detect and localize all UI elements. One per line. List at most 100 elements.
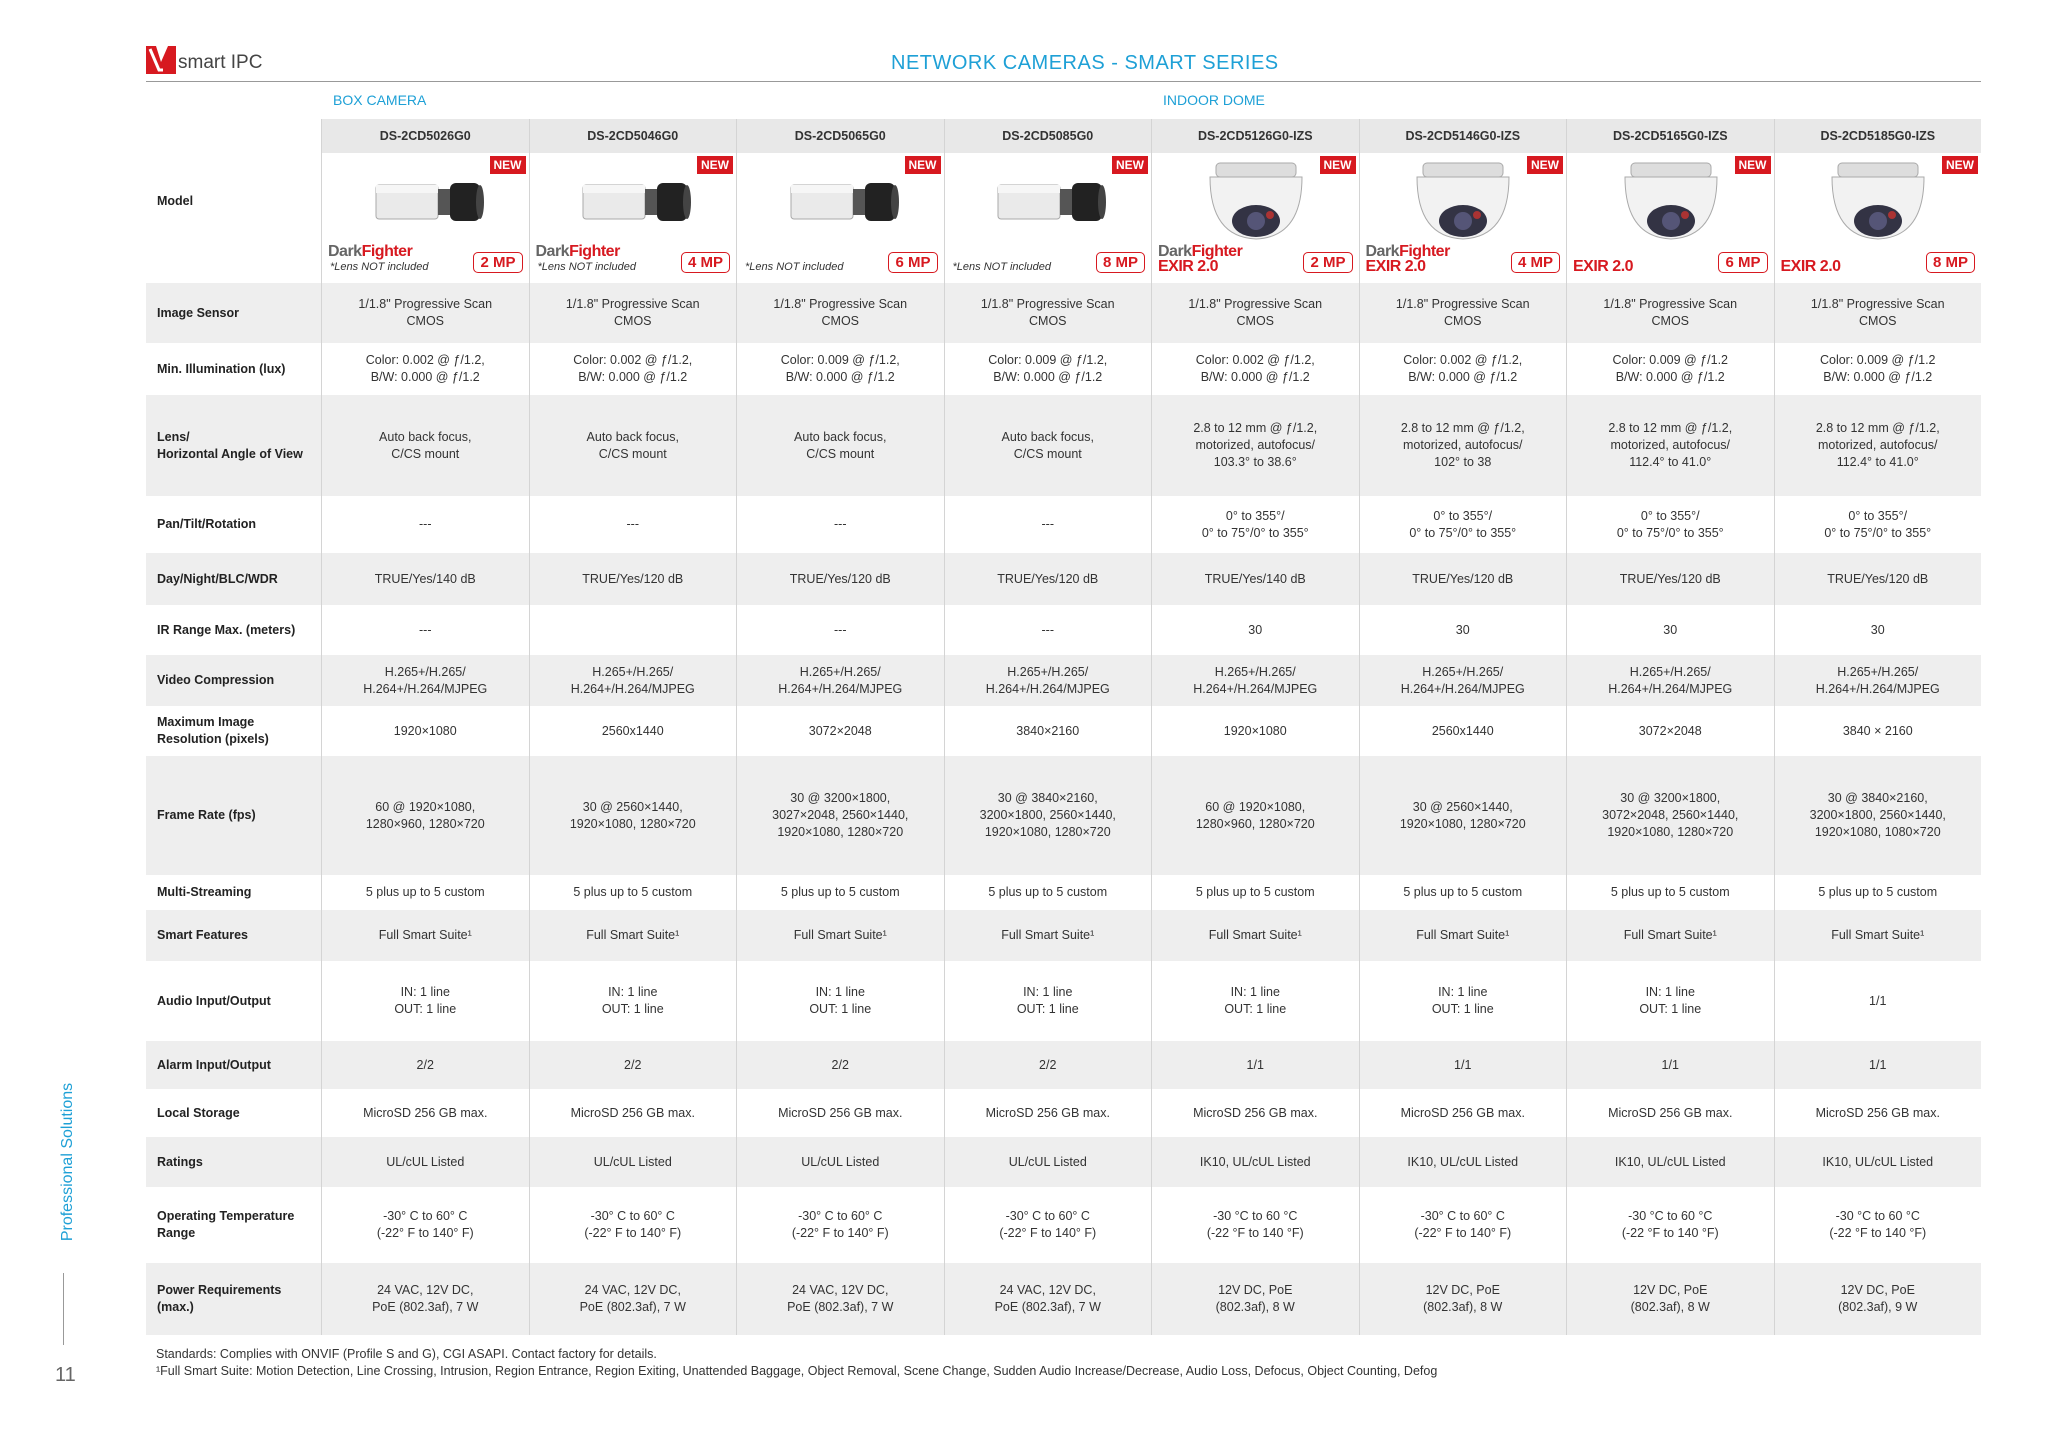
side-rule	[63, 1273, 64, 1345]
row-band	[146, 706, 1981, 756]
spec-value: TRUE/Yes/120 dB	[1566, 553, 1774, 605]
spec-value: MicroSD 256 GB max.	[1358, 1089, 1567, 1137]
spec-value: UL/cUL Listed	[321, 1137, 529, 1187]
row-label: Smart Features	[157, 928, 249, 942]
spec-value: 5 plus up to 5 custom	[321, 875, 529, 910]
darkfighter-logo: DarkFighter	[328, 243, 413, 261]
spec-value: Color: 0.002 @ ƒ/1.2, B/W: 0.000 @ ƒ/1.2	[1151, 343, 1359, 395]
model-image-cell: NEW 6 MP EXIR 2.0	[1566, 153, 1774, 283]
spec-value: -30 °C to 60 °C (-22 °F to 140 °F)	[1566, 1187, 1774, 1263]
brand: smart IPC	[178, 52, 263, 73]
camera-image	[1611, 159, 1731, 254]
spec-value: H.265+/H.265/ H.264+/H.264/MJPEG	[1151, 655, 1359, 706]
row-label: Model	[157, 193, 194, 208]
spec-value: Color: 0.009 @ ƒ/1.2, B/W: 0.000 @ ƒ/1.2	[736, 343, 944, 395]
spec-value: UL/cUL Listed	[528, 1137, 737, 1187]
model-name: DS-2CD5046G0	[528, 119, 736, 153]
spec-value: 5 plus up to 5 custom	[943, 875, 1152, 910]
row-band	[146, 283, 1981, 343]
row-label: IR Range Max. (meters)	[157, 622, 296, 637]
model-image-cell: NEW 6 MP *Lens NOT included	[736, 153, 944, 283]
new-badge: NEW	[697, 156, 733, 174]
page-number: 11	[55, 1364, 76, 1386]
model-name: DS-2CD5126G0-IZS	[1151, 119, 1359, 153]
spec-value: Full Smart Suite¹	[1151, 910, 1359, 961]
spec-value: IN: 1 line OUT: 1 line	[1358, 961, 1567, 1041]
spec-value: Color: 0.002 @ ƒ/1.2, B/W: 0.000 @ ƒ/1.2	[321, 343, 529, 395]
spec-value: 1920×1080	[321, 706, 529, 756]
spec-value: Color: 0.009 @ ƒ/1.2 B/W: 0.000 @ ƒ/1.2	[1773, 343, 1982, 395]
row-label: Maximum Image Resolution (pixels)	[157, 715, 269, 746]
spec-value: UL/cUL Listed	[943, 1137, 1152, 1187]
spec-value: 30 @ 2560×1440, 1920×1080, 1280×720	[528, 756, 737, 875]
spec-value: 30 @ 3200×1800, 3072×2048, 2560×1440, 19…	[1566, 756, 1774, 875]
camera-image	[1196, 159, 1316, 254]
spec-value: Color: 0.009 @ ƒ/1.2, B/W: 0.000 @ ƒ/1.2	[943, 343, 1152, 395]
spec-value: IN: 1 line OUT: 1 line	[1151, 961, 1359, 1041]
spec-value: TRUE/Yes/120 dB	[1358, 553, 1567, 605]
lens-note: *Lens NOT included	[330, 261, 429, 273]
megapixel-badge: 6 MP	[888, 252, 938, 273]
spec-value: 1/1.8" Progressive Scan CMOS	[528, 283, 737, 343]
row-label: Multi-Streaming	[157, 885, 252, 899]
lens-note: *Lens NOT included	[952, 261, 1051, 273]
spec-value: 1/1.8" Progressive Scan CMOS	[321, 283, 529, 343]
darkfighter-fighter: Fighter	[1399, 243, 1450, 260]
row-band	[146, 1089, 1981, 1137]
model-image-cell: NEW 8 MP EXIR 2.0	[1773, 153, 1982, 283]
new-badge: NEW	[1319, 156, 1356, 174]
title-rule	[146, 81, 1981, 82]
spec-value: 0° to 355°/ 0° to 75°/0° to 355°	[1566, 496, 1774, 553]
model-name: DS-2CD5165G0-IZS	[1566, 119, 1774, 153]
row-band	[146, 1041, 1981, 1089]
row-band	[146, 395, 1981, 496]
exir-logo: EXIR 2.0	[1573, 258, 1634, 275]
spec-value: 12V DC, PoE (802.3af), 9 W	[1773, 1263, 1982, 1335]
spec-value: 1/1.8" Progressive Scan CMOS	[736, 283, 944, 343]
exir-logo: EXIR 2.0	[1158, 258, 1219, 275]
spec-value: 1/1.8" Progressive Scan CMOS	[1773, 283, 1982, 343]
row-label: Pan/Tilt/Rotation	[157, 517, 257, 531]
camera-image	[573, 171, 693, 246]
group-label: INDOOR DOME	[1163, 92, 1265, 108]
lens-note: *Lens NOT included	[745, 261, 844, 273]
spec-value: 3072×2048	[1566, 706, 1774, 756]
spec-value: 2/2	[321, 1041, 529, 1089]
spec-value: MicroSD 256 GB max.	[528, 1089, 737, 1137]
spec-value: -30° C to 60° C (-22° F to 140° F)	[321, 1187, 529, 1263]
row-label: Power Requirements (max.)	[157, 1283, 282, 1314]
spec-value: 1/1	[1773, 1041, 1982, 1089]
spec-value: 60 @ 1920×1080, 1280×960, 1280×720	[321, 756, 529, 875]
spec-value: 2.8 to 12 mm @ ƒ/1.2, motorized, autofoc…	[1151, 395, 1359, 496]
spec-value: Auto back focus, C/CS mount	[943, 395, 1152, 496]
spec-value: IK10, UL/cUL Listed	[1151, 1137, 1359, 1187]
spec-value: TRUE/Yes/140 dB	[1151, 553, 1359, 605]
camera-image	[1818, 159, 1938, 254]
spec-value: 60 @ 1920×1080, 1280×960, 1280×720	[1151, 756, 1359, 875]
spec-value	[528, 605, 737, 655]
new-badge: NEW	[1734, 156, 1771, 174]
title: NETWORK CAMERAS - SMART SERIES	[891, 52, 1279, 74]
spec-value: H.265+/H.265/ H.264+/H.264/MJPEG	[1358, 655, 1567, 706]
spec-value: 30	[1358, 605, 1567, 655]
camera-image	[1403, 159, 1523, 254]
model-name: DS-2CD5146G0-IZS	[1358, 119, 1566, 153]
row-label: Day/Night/BLC/WDR	[157, 571, 278, 586]
spec-value: 2/2	[943, 1041, 1152, 1089]
model-image-cell: NEW 2 MP DarkFighter *Lens NOT included	[321, 153, 529, 283]
model-image-cell: NEW 4 MP DarkFighter *Lens NOT included	[528, 153, 737, 283]
spec-value: ---	[736, 605, 944, 655]
darkfighter-logo: DarkFighter	[1366, 243, 1451, 261]
spec-value: ---	[943, 605, 1152, 655]
new-badge: NEW	[489, 156, 526, 174]
camera-image	[366, 171, 486, 246]
spec-value: ---	[736, 496, 944, 553]
spec-value: IK10, UL/cUL Listed	[1358, 1137, 1567, 1187]
spec-value: 24 VAC, 12V DC, PoE (802.3af), 7 W	[736, 1263, 944, 1335]
spec-value: -30° C to 60° C (-22° F to 140° F)	[943, 1187, 1152, 1263]
row-label: Alarm Input/Output	[157, 1057, 271, 1072]
spec-value: TRUE/Yes/120 dB	[736, 553, 944, 605]
spec-value: 5 plus up to 5 custom	[1358, 875, 1567, 910]
spec-value: 1/1	[1566, 1041, 1774, 1089]
spec-value: -30 °C to 60 °C (-22 °F to 140 °F)	[1773, 1187, 1982, 1263]
